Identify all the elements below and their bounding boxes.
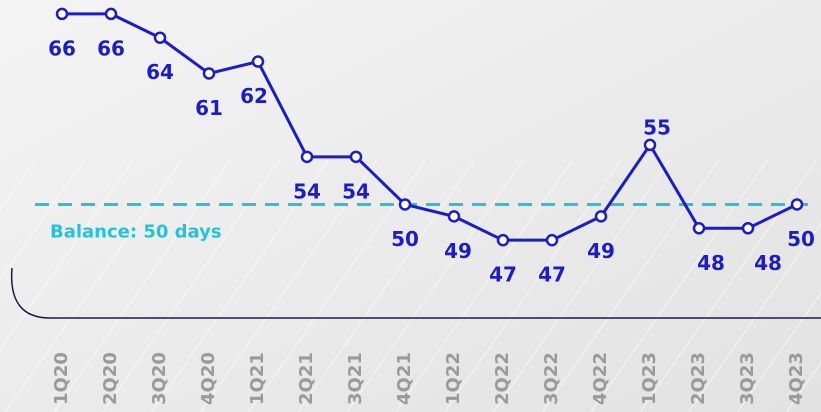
x-tick-label: 2Q20 [100, 352, 121, 405]
data-label: 49 [444, 239, 472, 263]
marker [692, 222, 706, 235]
data-label: 64 [146, 60, 174, 84]
x-tick-label: 2Q22 [492, 352, 513, 405]
x-tick-label: 4Q20 [198, 352, 219, 405]
data-label: 54 [342, 179, 370, 203]
marker [447, 210, 461, 223]
x-tick-label: 1Q20 [51, 352, 72, 405]
data-label: 47 [489, 263, 517, 287]
x-tick-label: 2Q23 [688, 352, 709, 405]
marker [643, 138, 657, 152]
x-tick-label: 2Q21 [296, 352, 317, 405]
marker [153, 31, 167, 44]
data-label: 66 [97, 36, 125, 60]
reference-label: Balance: 50 days [50, 221, 222, 242]
x-tick-label: 3Q21 [345, 352, 366, 405]
marker [594, 210, 608, 223]
data-label: 49 [587, 239, 615, 263]
line [62, 12, 798, 242]
plot: Balance: 50 days 66 66 64 61 62 54 54 50 49 47 47 49… [35, 7, 815, 405]
marker [545, 233, 559, 247]
marker [104, 7, 118, 21]
x-tick-label: 1Q23 [639, 352, 660, 405]
data-label: 50 [391, 227, 419, 251]
x-tick-label: 4Q23 [786, 352, 807, 405]
marker [741, 222, 755, 235]
data-label: 55 [643, 115, 671, 139]
data-label: 47 [538, 263, 566, 287]
x-tick-label: 3Q20 [149, 352, 170, 405]
marker [398, 198, 412, 211]
marker [300, 150, 314, 164]
data-label: 54 [293, 179, 321, 203]
data-label: 61 [195, 96, 223, 120]
marker [55, 7, 69, 21]
x-tick-label: 4Q22 [590, 352, 611, 405]
data-label: 66 [48, 36, 76, 60]
marker [790, 198, 804, 211]
x-tick-label: 4Q21 [394, 352, 415, 405]
data-label: 48 [697, 251, 725, 275]
marker [251, 55, 265, 68]
marker [496, 233, 510, 247]
data-label: 50 [787, 227, 815, 251]
marker [349, 150, 363, 164]
x-tick-label: 1Q22 [443, 352, 464, 405]
x-tick-label: 3Q23 [737, 352, 758, 405]
axis-line [10, 267, 821, 319]
data-label: 62 [240, 84, 268, 108]
data-label: 48 [754, 251, 782, 275]
x-tick-label: 3Q22 [541, 352, 562, 405]
x-tick-label: 1Q21 [247, 352, 268, 405]
marker [202, 67, 216, 80]
